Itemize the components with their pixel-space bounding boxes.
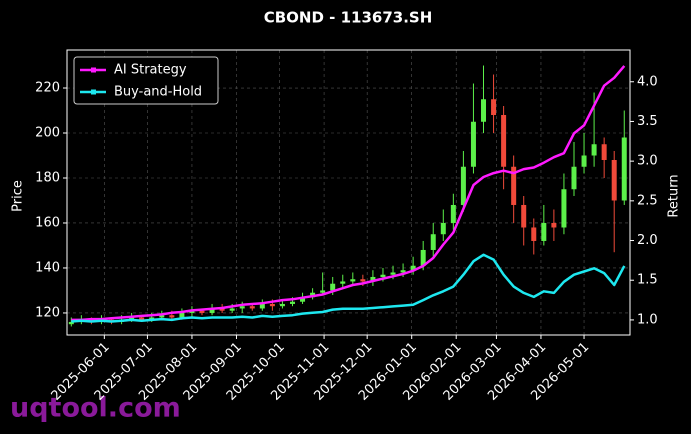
y-axis-label: Price (11, 180, 26, 212)
candle-body (239, 306, 245, 309)
candle-body (68, 321, 74, 325)
candle-body (611, 159, 617, 201)
candle-body (209, 308, 215, 313)
y2-axis-label: Return (667, 174, 682, 217)
return-line (71, 253, 626, 323)
candle-body (541, 222, 547, 241)
candle-body (169, 315, 175, 318)
candle-body (601, 144, 607, 160)
candle-body (491, 99, 497, 116)
y-tick-label: 140 (35, 260, 60, 275)
y-tick-label: 200 (35, 126, 60, 141)
candle-body (420, 249, 426, 266)
candle-body (470, 121, 476, 167)
candle-body (581, 155, 587, 167)
y-tick-label: 160 (35, 215, 60, 230)
candle-body (300, 297, 306, 302)
chart-title: CBOND - 113673.SH (264, 9, 433, 27)
candle-body (501, 115, 507, 167)
candle-body (360, 279, 366, 282)
candle-body (410, 265, 416, 271)
candle-body (330, 283, 336, 291)
candle-body (561, 189, 567, 228)
candle-body (279, 303, 285, 307)
candle-body (219, 308, 225, 311)
candle-body (340, 281, 346, 284)
candle-body (320, 290, 326, 293)
legend-frame (73, 56, 219, 105)
candle-body (521, 204, 527, 228)
candle-body (380, 274, 386, 277)
candle-body (259, 303, 265, 309)
candle-body (621, 137, 627, 201)
candle-body (591, 144, 597, 156)
candle-body (571, 166, 577, 190)
watermark: uqtool.com (10, 393, 181, 424)
candle-body (159, 315, 165, 318)
candle-body (199, 310, 205, 313)
legend-marker (91, 89, 96, 95)
candle-body (139, 317, 145, 320)
candle-body (370, 276, 376, 282)
y2-tick-label: 4.0 (637, 74, 658, 89)
candle-body (481, 99, 487, 122)
y-tick-label: 120 (35, 305, 60, 320)
y2-tick-label: 3.5 (637, 114, 658, 129)
candle-body (430, 234, 436, 250)
y2-tick-label: 1.5 (637, 273, 658, 288)
y-tick-label: 180 (35, 170, 60, 185)
y2-tick-label: 2.5 (637, 193, 658, 208)
candle-body (269, 303, 275, 307)
candle-body (289, 301, 295, 304)
return-line (71, 65, 626, 322)
candle-body (531, 227, 537, 241)
candle-body (390, 272, 396, 275)
legend-label: Buy-and-Hold (114, 85, 202, 100)
candle-body (129, 317, 135, 320)
candle-body (460, 166, 466, 205)
y2-tick-label: 2.0 (637, 233, 658, 248)
y2-tick-label: 3.0 (637, 154, 658, 169)
candle-body (229, 308, 235, 311)
legend-marker (91, 67, 96, 73)
legend: AI Strategy Buy-and-Hold (73, 56, 219, 105)
candle-body (450, 204, 456, 223)
candle-body (551, 222, 557, 228)
candle-body (249, 306, 255, 309)
candle-body (350, 279, 356, 282)
candle-body (179, 312, 185, 318)
candle-body (511, 166, 517, 205)
candle-body (400, 270, 406, 273)
y-tick-label: 220 (35, 81, 60, 96)
candle-body (440, 222, 446, 235)
plot-frame (66, 49, 631, 336)
y2-tick-label: 1.0 (637, 312, 658, 327)
legend-label: AI Strategy (114, 63, 187, 78)
candle-body (189, 310, 195, 313)
candle-body (149, 317, 155, 320)
